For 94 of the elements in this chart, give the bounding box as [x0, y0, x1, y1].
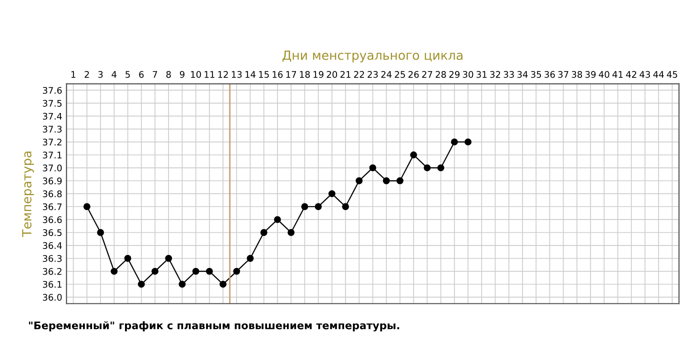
- x-tick-label: 3: [98, 71, 103, 78]
- point: [301, 203, 308, 210]
- x-tick-label: 38: [572, 71, 582, 78]
- x-tick-label: 32: [490, 71, 500, 78]
- x-tick-label: 21: [340, 71, 350, 78]
- x-tick-label: 15: [259, 71, 269, 78]
- y-axis-title: Температура: [22, 152, 34, 237]
- point: [464, 138, 472, 146]
- x-tick-label: 6: [139, 71, 144, 78]
- y-tick-label: 36.5: [42, 229, 62, 236]
- x-tick-label: 29: [449, 71, 460, 78]
- x-tick-label: 7: [152, 71, 158, 78]
- y-tick-label: 37.5: [42, 100, 62, 107]
- point: [424, 164, 431, 172]
- x-tick-label: 36: [544, 71, 555, 78]
- x-tick-label: 10: [191, 71, 201, 78]
- x-tick-label: 43: [640, 71, 650, 78]
- point: [260, 229, 268, 236]
- point: [152, 268, 158, 275]
- x-tick-label: 23: [368, 71, 378, 78]
- x-tick-label: 1: [71, 71, 76, 78]
- x-tick-label: 12: [218, 71, 228, 78]
- x-tick-label: 13: [232, 71, 242, 78]
- point: [83, 203, 90, 210]
- x-tick-label: 17: [286, 71, 296, 78]
- point: [314, 203, 322, 210]
- point: [110, 268, 118, 275]
- y-tick-label: 36.0: [42, 294, 62, 301]
- x-tick-label: 30: [462, 71, 474, 78]
- point: [450, 138, 458, 146]
- x-axis-title: Дни менструального цикла: [282, 50, 462, 62]
- x-tick-label: 5: [126, 71, 130, 78]
- point: [356, 177, 363, 184]
- y-tick-label: 36.1: [42, 280, 62, 288]
- point: [206, 268, 213, 275]
- point: [342, 203, 349, 210]
- x-tick-label: 25: [394, 71, 405, 78]
- point: [220, 280, 226, 288]
- x-tick-label: 31: [476, 71, 487, 78]
- point: [369, 164, 376, 172]
- x-tick-label: 34: [517, 71, 528, 78]
- y-tick-label: 36.6: [42, 216, 62, 224]
- point: [328, 190, 336, 198]
- x-tick-label: 26: [408, 71, 419, 78]
- x-tick-label: 19: [314, 71, 324, 78]
- x-tick-label: 16: [272, 71, 283, 78]
- y-tick-label: 37.4: [42, 112, 62, 120]
- y-tick-label: 36.9: [42, 177, 62, 184]
- x-tick-label: 33: [504, 71, 514, 78]
- y-tick-label: 36.2: [42, 268, 62, 275]
- x-tick-label: 20: [326, 71, 338, 78]
- x-tick-label: 45: [666, 71, 678, 78]
- y-tick-label: 37.0: [42, 164, 62, 172]
- x-tick-label: 4: [112, 71, 117, 78]
- text: "Беременный" график с плавным повышением температуры.: [28, 321, 400, 332]
- point: [288, 229, 295, 236]
- y-tick-label: 36.3: [42, 255, 62, 262]
- y-tick-label: 36.8: [42, 190, 62, 198]
- point: [246, 254, 254, 262]
- point: [178, 280, 186, 288]
- point: [192, 268, 200, 275]
- point: [165, 254, 172, 262]
- point: [396, 177, 404, 184]
- point: [410, 151, 418, 158]
- x-tick-label: 28: [436, 71, 446, 78]
- y-tick-label: 36.4: [42, 242, 62, 249]
- point: [233, 268, 240, 275]
- x-tick-label: 37: [558, 71, 568, 78]
- y-tick-label: 37.2: [42, 138, 62, 146]
- point: [97, 229, 104, 236]
- x-tick-label: 9: [180, 71, 184, 78]
- x-tick-label: 27: [422, 71, 432, 78]
- y-tick-label: 37.1: [42, 152, 62, 158]
- x-tick-label: 24: [381, 71, 392, 78]
- x-tick-label: 42: [626, 71, 636, 78]
- x-tick-label: 14: [246, 71, 256, 78]
- y-tick-label: 37.3: [42, 126, 62, 133]
- x-tick-label: 18: [300, 71, 310, 78]
- x-tick-label: 44: [653, 71, 664, 78]
- point: [124, 254, 132, 262]
- x-tick-label: 2: [84, 71, 89, 78]
- point: [274, 216, 281, 224]
- x-tick-label: 35: [531, 71, 542, 78]
- x-tick-label: 22: [354, 71, 364, 78]
- point: [437, 164, 444, 172]
- x-tick-label: 39: [585, 71, 596, 78]
- x-tick-label: 11: [204, 71, 214, 78]
- x-tick-label: 40: [598, 71, 610, 78]
- y-tick-label: 36.7: [42, 203, 62, 210]
- y-tick-label: 37.6: [42, 86, 62, 94]
- point: [382, 177, 390, 184]
- point: [138, 280, 145, 288]
- x-tick-label: 41: [612, 71, 623, 78]
- x-tick-label: 8: [166, 71, 171, 78]
